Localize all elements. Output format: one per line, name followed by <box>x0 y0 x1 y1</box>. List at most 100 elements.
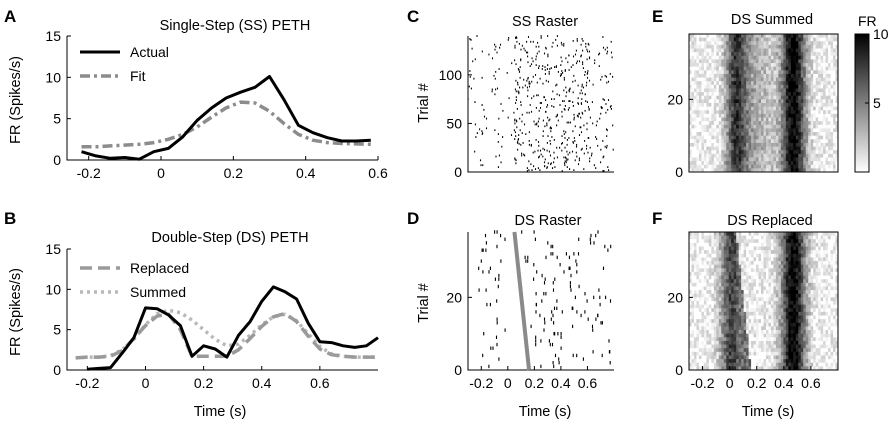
heat-cell <box>721 326 725 331</box>
heat-cell <box>701 139 705 144</box>
heat-cell <box>716 153 720 158</box>
heat-cell <box>696 37 700 42</box>
heat-cell <box>713 52 717 57</box>
heat-cell <box>808 99 812 104</box>
heat-cell <box>795 139 799 144</box>
heat-cell <box>780 250 784 255</box>
heat-cell <box>698 55 702 60</box>
heat-cell <box>770 95 774 100</box>
heat-cell <box>798 34 802 39</box>
heat-cell <box>733 44 737 49</box>
heat-cell <box>770 84 774 89</box>
heat-cell <box>765 239 769 244</box>
heat-cell <box>810 268 814 273</box>
heat-cell <box>706 142 710 147</box>
heat-cell <box>701 271 705 276</box>
heat-cell <box>698 153 702 158</box>
heat-cell <box>773 264 777 269</box>
heat-cell <box>743 110 747 115</box>
heat-cell <box>763 95 767 100</box>
heat-cell <box>790 84 794 89</box>
heat-cell <box>768 301 772 306</box>
heat-cell <box>820 330 824 335</box>
heat-cell <box>689 95 692 100</box>
heat-cell <box>818 128 822 133</box>
heat-cell <box>736 113 740 118</box>
heat-cell <box>785 161 789 166</box>
heat-cell <box>693 34 697 39</box>
heat-cell <box>798 37 802 42</box>
heat-cell <box>761 311 764 316</box>
heat-cell <box>810 81 814 86</box>
heat-cell <box>693 239 697 244</box>
heat-cell <box>723 322 727 327</box>
heat-cell <box>698 113 702 118</box>
heat-cell <box>693 337 697 342</box>
heat-cell <box>728 55 732 60</box>
heat-cell <box>708 250 712 255</box>
heat-cell <box>828 70 831 75</box>
heat-cell <box>723 73 727 78</box>
heat-cell <box>696 315 700 320</box>
heat-cell <box>743 153 747 158</box>
heat-cell <box>753 253 757 258</box>
heat-cell <box>790 37 794 42</box>
heat-cell <box>813 70 817 75</box>
heat-cell <box>761 153 764 158</box>
heat-cell <box>828 34 831 39</box>
heat-cell <box>689 124 692 129</box>
heat-cell <box>691 37 695 42</box>
heat-cell <box>808 81 812 86</box>
heat-cell <box>783 308 787 313</box>
heat-cell <box>723 253 727 258</box>
heat-cell <box>813 311 817 316</box>
heat-cell <box>775 135 779 140</box>
heat-cell <box>810 257 814 262</box>
ytick-label: 0 <box>454 362 462 378</box>
heat-cell <box>689 250 692 255</box>
heat-cell <box>746 124 749 129</box>
heat-cell <box>753 275 757 280</box>
heat-cell <box>790 275 794 280</box>
heat-cell <box>800 261 804 266</box>
heat-cell <box>723 279 727 284</box>
heat-cell <box>830 246 834 251</box>
heat-cell <box>703 261 707 266</box>
heat-cell <box>815 44 819 49</box>
heat-cell <box>798 70 802 75</box>
heat-cell <box>713 242 717 247</box>
heat-cell <box>828 103 831 108</box>
heat-cell <box>835 315 839 320</box>
heat-cell <box>721 77 725 82</box>
heat-cell <box>763 92 767 97</box>
heat-cell <box>833 37 836 42</box>
heat-cell <box>818 290 822 295</box>
heat-cell <box>726 48 730 53</box>
heat-cell <box>805 142 809 147</box>
heat-cell <box>738 304 742 309</box>
heat-cell <box>790 117 794 122</box>
heat-cell <box>746 121 749 126</box>
heat-cell <box>833 88 836 93</box>
heat-cell <box>803 311 807 316</box>
ytick-label: 5 <box>53 322 61 338</box>
panel-e: E DS Summed 020 FR 510 <box>652 7 889 180</box>
heat-cell <box>763 235 767 240</box>
heat-cell <box>693 275 697 280</box>
heat-cell <box>830 168 834 173</box>
heat-cell <box>803 55 807 60</box>
heat-cell <box>689 52 692 57</box>
heat-cell <box>813 88 817 93</box>
heat-cell <box>833 279 836 284</box>
heat-cell <box>783 73 787 78</box>
heat-cell <box>708 164 712 169</box>
heat-cell <box>736 99 740 104</box>
heat-cell <box>713 84 717 89</box>
heat-cell <box>756 55 759 60</box>
heat-cell <box>813 242 817 247</box>
heat-cell <box>813 157 817 162</box>
heat-cell <box>818 297 822 302</box>
heat-cell <box>706 59 710 64</box>
heat-cell <box>798 268 802 273</box>
heat-cell <box>773 81 777 86</box>
